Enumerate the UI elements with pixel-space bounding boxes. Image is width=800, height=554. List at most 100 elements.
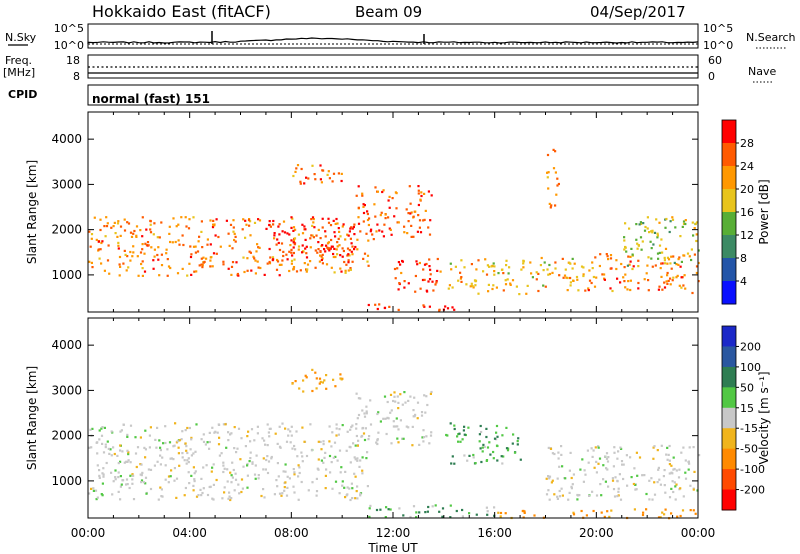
scatter-cell xyxy=(309,246,312,249)
scatter-cell xyxy=(376,223,379,226)
scatter-cell xyxy=(141,267,144,270)
scatter-cell xyxy=(662,475,665,478)
scatter-cell xyxy=(248,460,251,463)
colorbar-cell xyxy=(722,212,736,236)
scatter-cell xyxy=(354,245,357,249)
scatter-cell xyxy=(548,272,552,276)
scatter-cell xyxy=(123,218,126,221)
scatter-cell xyxy=(324,474,327,477)
scatter-cell xyxy=(519,458,522,461)
scatter-cell xyxy=(432,289,435,292)
scatter-cell xyxy=(290,226,293,229)
scatter-cell xyxy=(665,280,668,283)
scatter-cell xyxy=(423,278,426,281)
scatter-cell xyxy=(679,265,682,268)
scatter-cell xyxy=(237,427,241,430)
scatter-cell xyxy=(129,474,132,477)
scatter-cell xyxy=(422,304,425,307)
scatter-cell xyxy=(670,487,673,490)
scatter-cell xyxy=(422,436,426,439)
scatter-cell xyxy=(461,438,464,441)
scatter-cell xyxy=(371,233,374,236)
scatter-cell xyxy=(123,249,126,252)
scatter-cell xyxy=(106,440,109,443)
scatter-cell xyxy=(344,269,347,272)
scatter-cell xyxy=(206,238,209,241)
scatter-cell xyxy=(304,238,307,241)
scatter-cell xyxy=(230,474,233,477)
scatter-cell xyxy=(412,415,415,418)
scatter-cell xyxy=(333,231,336,234)
scatter-cell xyxy=(282,254,285,258)
scatter-cell xyxy=(234,240,237,243)
scatter-cell xyxy=(169,475,172,478)
scatter-cell xyxy=(599,483,602,486)
scatter-cell xyxy=(648,231,651,234)
scatter-cell xyxy=(543,261,546,264)
scatter-cell xyxy=(126,433,129,436)
xtick-label: 00:00 xyxy=(681,526,716,540)
scatter-cell xyxy=(301,244,304,247)
scatter-cell xyxy=(423,192,426,195)
scatter-cell xyxy=(335,248,338,251)
scatter-cell xyxy=(390,442,393,445)
scatter-cell xyxy=(143,270,147,273)
scatter-cell xyxy=(105,461,108,465)
scatter-cell xyxy=(290,259,294,262)
scatter-cell xyxy=(698,454,701,457)
scatter-cell xyxy=(141,243,144,246)
scatter-cell xyxy=(297,245,301,248)
nsearch-label: N.Search xyxy=(746,31,796,44)
scatter-cell xyxy=(246,435,249,438)
scatter-cell xyxy=(634,488,637,491)
scatter-cell xyxy=(357,206,360,209)
scatter-cell xyxy=(649,240,652,243)
scatter-cell xyxy=(134,452,138,455)
scatter-cell xyxy=(420,414,424,417)
scatter-cell xyxy=(300,167,303,171)
scatter-cell xyxy=(582,274,585,278)
scatter-cell xyxy=(336,222,339,225)
scatter-cell xyxy=(241,228,244,231)
scatter-cell xyxy=(492,457,495,460)
scatter-cell xyxy=(208,440,211,444)
scatter-cell xyxy=(459,277,462,280)
scatter-cell xyxy=(653,231,657,234)
scatter-cell xyxy=(132,251,135,254)
scatter-cell xyxy=(680,260,683,263)
scatter-cell xyxy=(637,281,640,285)
freq-panel: Freq. [MHz] 18 8 60 0 Nave xyxy=(3,54,776,83)
scatter-cell xyxy=(131,255,134,258)
scatter-cell xyxy=(598,264,601,268)
scatter-cell xyxy=(446,307,450,310)
scatter-cell xyxy=(156,253,159,257)
scatter-cell xyxy=(117,462,120,465)
scatter-cell xyxy=(441,507,445,510)
scatter-cell xyxy=(572,513,576,516)
scatter-cell xyxy=(119,444,122,447)
scatter-cell xyxy=(684,219,687,222)
scatter-cell xyxy=(255,454,258,457)
ytick-label: 1000 xyxy=(51,268,82,282)
scatter-cell xyxy=(673,467,676,471)
scatter-cell xyxy=(144,482,147,485)
scatter-cell xyxy=(666,262,669,265)
scatter-cell xyxy=(231,461,234,464)
scatter-cell xyxy=(272,223,275,226)
scatter-cell xyxy=(609,254,613,257)
scatter-cell xyxy=(289,441,292,444)
scatter-cell xyxy=(242,465,245,468)
scatter-cell xyxy=(690,248,693,251)
ytick-label: 3000 xyxy=(51,177,82,191)
scatter-cell xyxy=(212,463,215,466)
scatter-cell xyxy=(319,250,322,253)
scatter-cell xyxy=(653,445,656,448)
scatter-cell xyxy=(653,481,656,484)
scatter-cell xyxy=(568,469,571,472)
scatter-cell xyxy=(477,292,480,295)
scatter-cell xyxy=(493,506,496,509)
scatter-cell xyxy=(119,498,122,501)
scatter-cell xyxy=(647,279,650,282)
scatter-cell xyxy=(682,446,685,449)
